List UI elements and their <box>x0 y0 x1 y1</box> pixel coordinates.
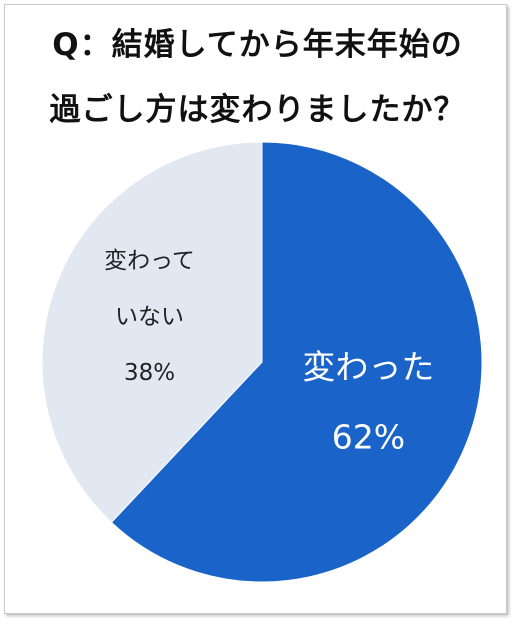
chart-title-line-1: Q：結婚してから年末年始の <box>52 27 463 63</box>
slice-label-1-line-0: 変わって <box>104 248 195 274</box>
chart-title-line-2: 過ごし方は変わりましたか？ <box>49 92 466 128</box>
slice-value-label-1: 38% <box>124 360 175 386</box>
pie-slice-0 <box>110 141 483 583</box>
slice-label-1-line-1: いない <box>115 304 184 330</box>
pie-slice-1 <box>41 141 263 524</box>
slice-value-label-0: 62% <box>332 418 405 457</box>
slice-label-0-line-0: 変わった <box>302 348 434 387</box>
